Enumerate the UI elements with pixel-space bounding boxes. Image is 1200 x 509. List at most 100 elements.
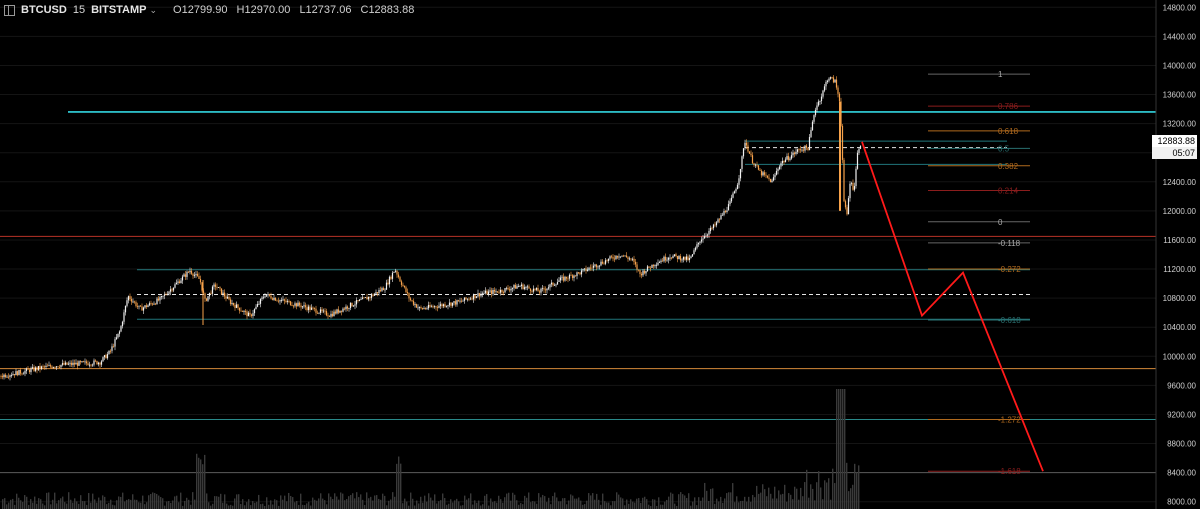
volume-bar: [220, 493, 222, 509]
volume-bar: [698, 497, 700, 509]
volume-bar: [746, 501, 748, 509]
candle-body: [795, 151, 797, 154]
candle-body: [129, 296, 131, 300]
candle-body: [334, 311, 337, 314]
candle-body: [0, 375, 2, 377]
volume-bar: [456, 498, 458, 509]
interval-label[interactable]: 15: [72, 4, 86, 16]
volume-bar: [842, 389, 844, 509]
candle-body: [169, 289, 172, 292]
volume-bar: [292, 497, 294, 509]
volume-bar: [152, 492, 154, 509]
volume-bar: [560, 501, 562, 509]
projection-path[interactable]: [861, 141, 1044, 472]
candle-body: [375, 292, 377, 294]
candle-body: [91, 364, 94, 366]
volume-bar: [254, 502, 256, 509]
price-axis[interactable]: [1156, 0, 1200, 509]
candle-body: [807, 147, 809, 151]
volume-bar: [346, 499, 348, 509]
volume-bar: [330, 496, 332, 509]
candle-body: [186, 271, 188, 277]
volume-bar: [496, 502, 498, 509]
candle-body: [553, 284, 556, 286]
candle-body: [486, 290, 488, 295]
candle-body: [454, 301, 457, 305]
candle-body: [286, 301, 289, 302]
symbol-label[interactable]: BTCUSD: [21, 4, 67, 16]
volume-bar: [24, 495, 26, 509]
candle-body: [705, 235, 707, 237]
candle-body: [304, 305, 307, 308]
volume-bar: [604, 501, 606, 509]
volume-bar: [382, 493, 384, 509]
candle-body: [489, 290, 491, 292]
chart-layout-icon[interactable]: [4, 4, 15, 16]
volume-bar: [484, 495, 486, 509]
candle-body: [1, 376, 4, 378]
last-price-tag: 12883.88: [1152, 135, 1197, 147]
volume-bar: [234, 498, 236, 509]
volume-bar: [124, 501, 126, 509]
candle-body: [297, 302, 299, 307]
fib-ext-label: -1.272: [998, 416, 1021, 425]
candle-body: [748, 151, 751, 154]
candle-body: [15, 371, 17, 376]
candle-body: [727, 204, 730, 211]
candle-body: [132, 301, 134, 303]
volume-bar: [816, 482, 818, 509]
candle-body: [693, 250, 695, 255]
volume-bar: [706, 490, 708, 509]
candle-body: [166, 294, 169, 296]
volume-bar: [262, 503, 264, 509]
candle-body: [532, 288, 535, 292]
volume-bar: [174, 496, 176, 509]
candle-body: [165, 294, 167, 296]
volume-bar: [514, 494, 516, 509]
candle-body: [189, 270, 191, 273]
candle-body: [585, 268, 587, 271]
exchange-label[interactable]: BITSTAMP: [91, 4, 147, 16]
candle-body: [550, 282, 553, 285]
candle-body: [790, 155, 793, 159]
candle-body: [496, 291, 499, 293]
candle-body: [792, 152, 794, 156]
candle-body: [537, 288, 539, 292]
volume-bar: [760, 492, 762, 509]
candle-body: [369, 296, 371, 298]
candle-body: [505, 287, 508, 289]
candle-body: [294, 303, 296, 306]
candle-body: [48, 365, 50, 366]
candle-body: [28, 369, 31, 373]
candle-body: [361, 297, 364, 300]
volume-bar: [678, 494, 680, 509]
candle-body: [241, 311, 244, 312]
candle-body: [79, 361, 82, 363]
candle-body: [678, 256, 680, 260]
chevron-down-icon[interactable]: ⌄: [149, 4, 158, 15]
candle-body: [340, 310, 343, 312]
candle-body: [697, 242, 700, 245]
candle-body: [319, 309, 322, 313]
volume-bar: [768, 487, 770, 509]
candle-body: [34, 367, 37, 371]
volume-bar: [492, 502, 494, 509]
volume-bar: [814, 500, 816, 509]
candle-body: [594, 264, 596, 266]
candle-body: [229, 299, 232, 304]
candle-body: [742, 148, 745, 157]
candle-body: [40, 366, 43, 369]
volume-bar: [778, 490, 780, 509]
volume-bar: [360, 494, 362, 509]
candle-body: [9, 375, 11, 377]
candle-body: [726, 210, 728, 213]
volume-bar: [86, 504, 88, 509]
candle-body: [390, 276, 392, 279]
candle-body: [339, 310, 341, 313]
candle-body: [780, 163, 782, 167]
volume-bar: [226, 503, 228, 509]
candle-body: [330, 313, 332, 317]
candle-body: [141, 306, 143, 311]
volume-bar: [390, 499, 392, 509]
